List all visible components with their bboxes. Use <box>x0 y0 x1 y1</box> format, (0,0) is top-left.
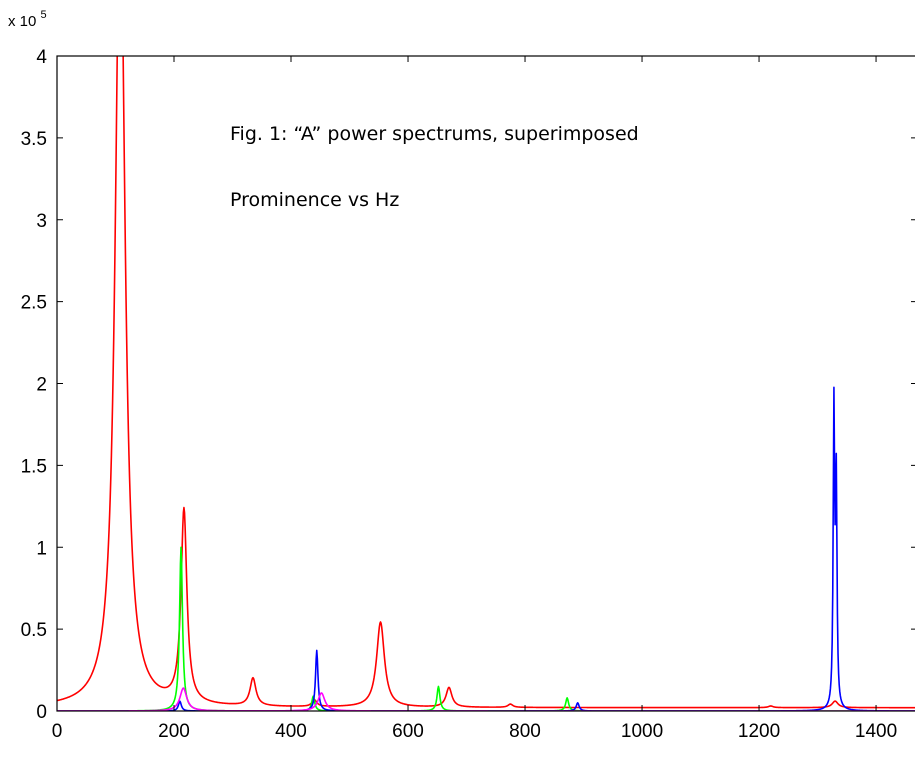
y-tick-label: 2 <box>36 375 47 396</box>
x-tick-label: 1000 <box>621 721 663 742</box>
y-tick-label: 1 <box>36 538 47 559</box>
plot-area: 0 200 400 600 800 1000 1200 1400 0 0.5 1 1.5 2 2.5 3 3.… <box>21 47 915 742</box>
annotation-subtitle: Prominence vs Hz <box>230 189 399 211</box>
y-tick-label: 3 <box>36 211 47 232</box>
tick-layer: 0 200 400 600 800 1000 1200 1400 0 0.5 1 1.5 2 2.5 3 3.… <box>21 47 915 742</box>
y-tick-label: 0.5 <box>21 620 47 641</box>
x-tick-label: 400 <box>275 721 307 742</box>
y-tick-label: 4 <box>36 47 47 68</box>
annotation-title: Fig. 1: “A” power spectrums, superimpose… <box>230 123 639 145</box>
y-multiplier-exponent: 5 <box>41 9 47 21</box>
series-line-0 <box>57 56 915 709</box>
x-tick-label: 200 <box>158 721 190 742</box>
x-tick-label: 1400 <box>855 721 897 742</box>
x-tick-label: 0 <box>52 721 63 742</box>
y-tick-label: 0 <box>36 702 47 723</box>
y-multiplier-label: x 10 5 <box>8 9 47 30</box>
x-tick-label: 1200 <box>738 721 780 742</box>
y-multiplier-base: x 10 <box>8 13 36 30</box>
y-tick-label: 2.5 <box>21 293 47 314</box>
y-tick-label: 3.5 <box>21 129 47 150</box>
x-tick-label: 800 <box>509 721 541 742</box>
x-tick-label: 600 <box>392 721 424 742</box>
y-tick-label: 1.5 <box>21 456 47 477</box>
